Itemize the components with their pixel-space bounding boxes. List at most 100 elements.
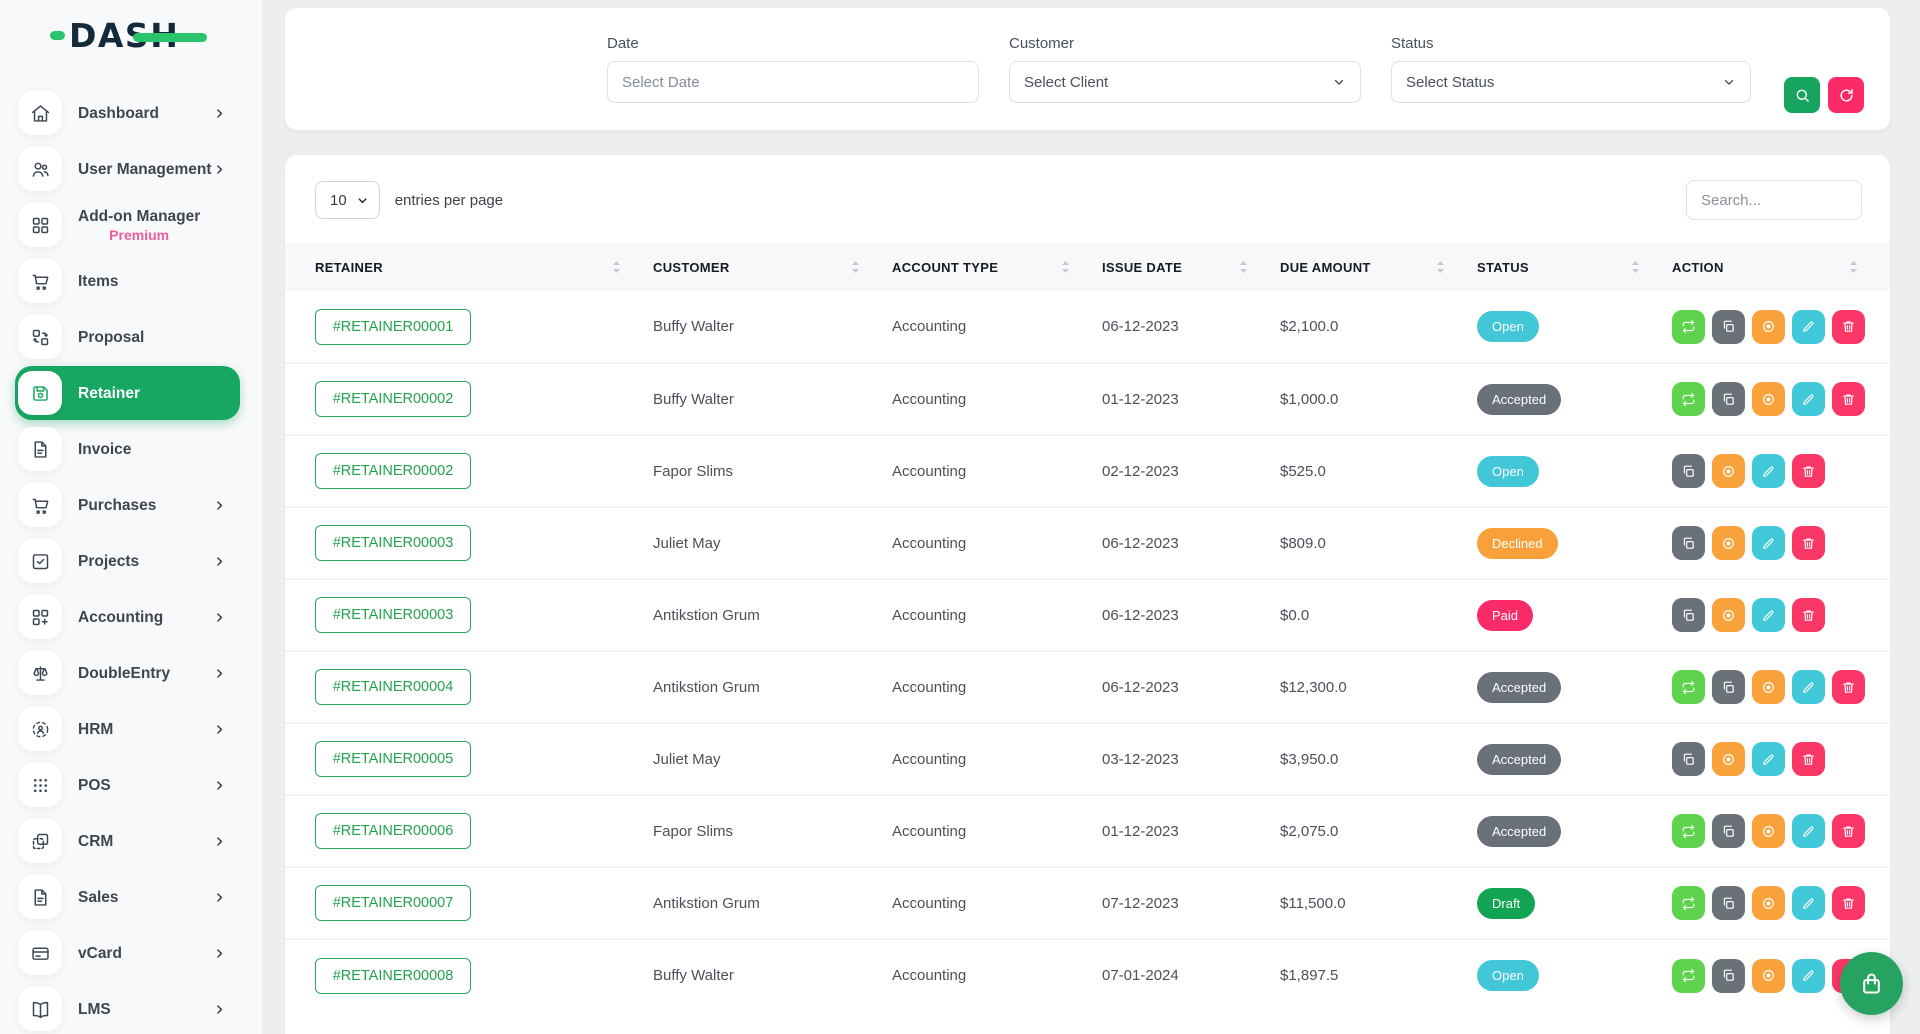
sidebar-item-hrm[interactable]: HRM [15, 702, 240, 756]
duplicate-button[interactable] [1712, 886, 1745, 920]
edit-button[interactable] [1752, 598, 1785, 632]
sidebar-item-accounting[interactable]: Accounting [15, 590, 240, 644]
edit-button[interactable] [1792, 814, 1825, 848]
convert-button[interactable] [1672, 382, 1705, 416]
retainer-link[interactable]: #RETAINER00004 [315, 669, 471, 705]
sidebar-item-crm[interactable]: CRM [15, 814, 240, 868]
sidebar-item-invoice[interactable]: Invoice [15, 422, 240, 476]
edit-button[interactable] [1792, 886, 1825, 920]
delete-button[interactable] [1832, 670, 1865, 704]
convert-button[interactable] [1672, 886, 1705, 920]
convert-button[interactable] [1672, 309, 1705, 344]
duplicate-button[interactable] [1712, 309, 1745, 344]
view-button[interactable] [1752, 886, 1785, 920]
floating-cart-button[interactable] [1840, 952, 1903, 1015]
sidebar-item-dashboard[interactable]: Dashboard [15, 86, 240, 140]
edit-button[interactable] [1792, 309, 1825, 344]
sidebar-item-projects[interactable]: Projects [15, 534, 240, 588]
column-header[interactable]: ACTION [1672, 243, 1890, 291]
edit-button[interactable] [1792, 382, 1825, 416]
convert-button[interactable] [1672, 958, 1705, 993]
delete-button[interactable] [1832, 309, 1865, 344]
duplicate-button[interactable] [1712, 382, 1745, 416]
sort-icon[interactable] [1849, 260, 1858, 274]
view-button[interactable] [1712, 742, 1745, 776]
delete-button[interactable] [1832, 382, 1865, 416]
duplicate-button[interactable] [1672, 526, 1705, 560]
edit-button[interactable] [1792, 670, 1825, 704]
sort-icon[interactable] [1631, 260, 1640, 274]
filter-search-button[interactable] [1784, 77, 1820, 113]
delete-button[interactable] [1792, 742, 1825, 776]
view-button[interactable] [1712, 598, 1745, 632]
retainer-link[interactable]: #RETAINER00002 [315, 381, 471, 417]
view-button[interactable] [1712, 454, 1745, 488]
convert-button[interactable] [1672, 814, 1705, 848]
view-button[interactable] [1752, 670, 1785, 704]
date-input[interactable] [622, 73, 964, 91]
sidebar-item-lms[interactable]: LMS [15, 982, 240, 1034]
sort-icon[interactable] [612, 260, 621, 274]
delete-button[interactable] [1792, 526, 1825, 560]
edit-button[interactable] [1752, 742, 1785, 776]
column-header[interactable]: ACCOUNT TYPE [892, 243, 1102, 291]
duplicate-button[interactable] [1712, 670, 1745, 704]
sidebar-item-retainer[interactable]: Retainer [15, 366, 240, 420]
duplicate-button[interactable] [1672, 742, 1705, 776]
delete-button[interactable] [1792, 598, 1825, 632]
column-header[interactable]: RETAINER [285, 243, 653, 291]
edit-button[interactable] [1752, 526, 1785, 560]
duplicate-button[interactable] [1712, 958, 1745, 993]
sort-icon[interactable] [1436, 260, 1445, 274]
customer-select[interactable]: Select Client [1009, 61, 1361, 103]
sidebar-item-vcard[interactable]: vCard [15, 926, 240, 980]
chevron-right-icon [213, 723, 226, 736]
sidebar-item-sales[interactable]: Sales [15, 870, 240, 924]
edit-button[interactable] [1792, 958, 1825, 993]
view-button[interactable] [1752, 382, 1785, 416]
retainer-link[interactable]: #RETAINER00006 [315, 813, 471, 849]
retainer-link[interactable]: #RETAINER00005 [315, 741, 471, 777]
duplicate-button[interactable] [1672, 454, 1705, 488]
view-button[interactable] [1712, 526, 1745, 560]
delete-button[interactable] [1832, 814, 1865, 848]
sidebar-item-purchases[interactable]: Purchases [15, 478, 240, 532]
sidebar-item-items[interactable]: Items [15, 254, 240, 308]
convert-button[interactable] [1672, 670, 1705, 704]
account-type-cell: Accounting [892, 318, 967, 335]
view-button[interactable] [1752, 309, 1785, 344]
table-row: #RETAINER00003 Antikstion Grum Accountin… [285, 579, 1890, 651]
table-search-input[interactable] [1701, 191, 1847, 209]
delete-button[interactable] [1792, 454, 1825, 488]
sidebar-item-proposal[interactable]: Proposal [15, 310, 240, 364]
status-select[interactable]: Select Status [1391, 61, 1751, 103]
delete-button[interactable] [1832, 886, 1865, 920]
retainer-link[interactable]: #RETAINER00003 [315, 597, 471, 633]
retainer-link[interactable]: #RETAINER00001 [315, 308, 471, 345]
retainer-link[interactable]: #RETAINER00007 [315, 885, 471, 921]
retainer-link[interactable]: #RETAINER00003 [315, 525, 471, 561]
column-header[interactable]: DUE AMOUNT [1280, 243, 1477, 291]
sidebar-item-pos[interactable]: POS [15, 758, 240, 812]
column-header[interactable]: STATUS [1477, 243, 1672, 291]
sort-icon[interactable] [1061, 260, 1070, 274]
sort-icon[interactable] [1239, 260, 1248, 274]
retainer-link[interactable]: #RETAINER00008 [315, 957, 471, 994]
sidebar-item-add-on-manager[interactable]: Add-on Manager Premium [15, 198, 240, 252]
duplicate-button[interactable] [1712, 814, 1745, 848]
filter-reset-button[interactable] [1828, 77, 1864, 113]
view-button[interactable] [1752, 958, 1785, 993]
sidebar-item-user-management[interactable]: User Management [15, 142, 240, 196]
sidebar-item-doubleentry[interactable]: DoubleEntry [15, 646, 240, 700]
column-header[interactable]: CUSTOMER [653, 243, 892, 291]
duplicate-button[interactable] [1672, 598, 1705, 632]
column-header[interactable]: ISSUE DATE [1102, 243, 1280, 291]
entries-per-page-select[interactable]: 10 [315, 181, 380, 219]
retainer-link[interactable]: #RETAINER00002 [315, 453, 471, 489]
view-button[interactable] [1752, 814, 1785, 848]
issue-date-cell: 06-12-2023 [1102, 606, 1179, 624]
app-logo[interactable]: DASH [50, 16, 208, 55]
sort-icon[interactable] [851, 260, 860, 274]
sidebar-item-label: Items [78, 272, 119, 290]
edit-button[interactable] [1752, 454, 1785, 488]
